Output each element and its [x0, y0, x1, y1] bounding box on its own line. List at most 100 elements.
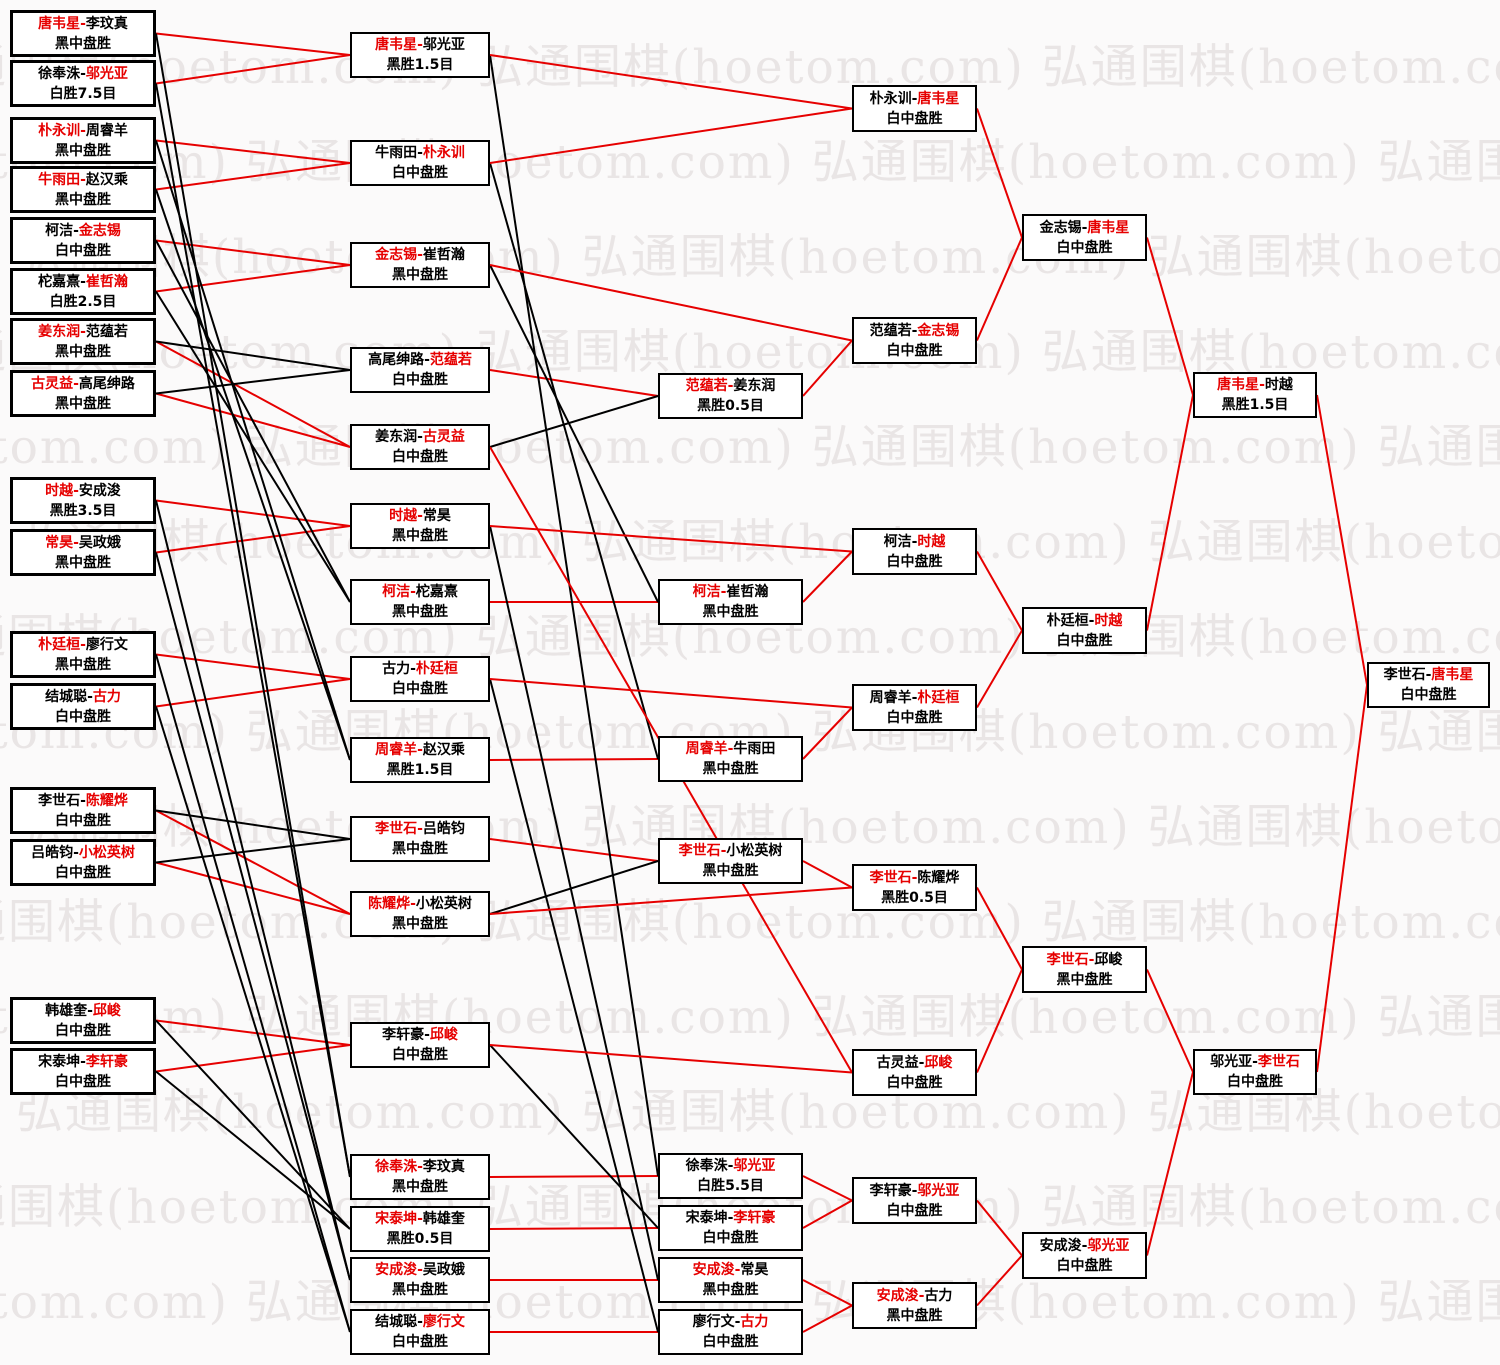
match-players: 唐韦星-李玟真: [38, 14, 128, 34]
vs-dash: -: [417, 429, 423, 445]
match-result: 白中盘胜: [55, 1022, 111, 1039]
match-result: 白中盘胜: [1056, 1257, 1113, 1274]
bracket-line-B11-C4-loser: [489, 860, 659, 915]
match-players: 柁嘉熹-崔哲瀚: [38, 272, 128, 292]
bracket-line-F2-G1-winner: [1316, 684, 1368, 1073]
match-box-A10: 常昊-吴政娥 黑中盘胜: [10, 529, 156, 576]
vs-dash: -: [424, 1027, 430, 1043]
match-box-D4: 周睿羊-朴廷桓 白中盘胜: [852, 684, 977, 731]
bracket-line-A4-B2-winner: [155, 162, 351, 191]
player1-name: 徐奉洙: [375, 1159, 418, 1175]
bracket-line-A15-B12-winner: [155, 1019, 351, 1046]
vs-dash: -: [417, 37, 423, 53]
bracket-line-B11-D5-winner: [489, 886, 853, 915]
player1-name: 李世石: [869, 869, 912, 886]
player1-name: 韩雄奎: [45, 1002, 88, 1019]
bracket-line-B1-C5-loser: [489, 54, 659, 1177]
match-players: 李世石-小松英树: [679, 841, 783, 861]
vs-dash: -: [80, 171, 86, 188]
bracket-line-E2-F1-winner: [1146, 394, 1194, 631]
bracket-line-B2-D1-winner: [489, 107, 853, 164]
vs-dash: -: [720, 584, 727, 600]
watermark-text: 弘通围棋(hoetom.com) 弘通围棋(hoetom.com) 弘通围棋(h…: [0, 40, 1500, 95]
vs-dash: -: [417, 247, 423, 263]
player1-name: 柯洁: [382, 584, 411, 600]
watermark-text: 弘通围棋(hoetom.com) 弘通围棋(hoetom.com) 弘通围棋(h…: [0, 515, 1500, 570]
match-players: 范蕴若-姜东润: [686, 376, 776, 396]
player2-name: 高尾绅路: [78, 375, 135, 392]
vs-dash: -: [80, 122, 86, 139]
player1-name: 周睿羊: [685, 741, 728, 757]
player1-name: 范蕴若: [869, 322, 912, 339]
vs-dash: -: [73, 534, 79, 551]
match-players: 安成浚-常昊: [693, 1260, 769, 1280]
vs-dash: -: [1081, 1237, 1088, 1254]
vs-dash: -: [417, 145, 423, 161]
player1-name: 古灵益: [31, 375, 74, 392]
match-players: 高尾绅路-范蕴若: [368, 350, 472, 370]
bracket-line-A1-B13-loser: [155, 33, 351, 1178]
bracket-line-A10-B15-loser: [155, 552, 351, 1281]
match-box-A4: 牛雨田-赵汉乘 黑中盘胜: [10, 166, 156, 213]
match-result: 白中盘胜: [392, 372, 448, 388]
match-box-D3: 柯洁-时越 白中盘胜: [852, 528, 977, 575]
player1-name: 唐韦星: [375, 37, 418, 53]
bracket-line-A5-B7-loser: [155, 240, 351, 603]
player1-name: 常昊: [45, 534, 74, 551]
player1-name: 徐奉洙: [685, 1158, 728, 1174]
match-box-A16: 宋泰坤-李轩豪 白中盘胜: [10, 1048, 156, 1095]
match-result: 白中盘胜: [392, 1334, 448, 1350]
player2-name: 金志锡: [917, 322, 960, 339]
player1-name: 宋泰坤: [375, 1211, 418, 1227]
bracket-line-B2-C3-loser: [489, 162, 659, 760]
player2-name: 安成浚: [78, 482, 121, 499]
match-box-B5: 姜东润-古灵益 白中盘胜: [350, 424, 490, 470]
player2-name: 朴廷桓: [917, 689, 960, 706]
bracket-line-A3-B9-loser: [155, 140, 351, 761]
player1-name: 古力: [382, 661, 411, 677]
player2-name: 李轩豪: [85, 1053, 128, 1070]
match-result: 黑胜0.5目: [386, 1231, 454, 1247]
bracket-line-B3-D2-winner: [489, 264, 853, 342]
player2-name: 崔哲瀚: [422, 247, 465, 263]
match-box-F1: 唐韦星-时越 黑胜1.5目: [1193, 372, 1317, 418]
match-box-C8: 廖行文-古力 白中盘胜: [658, 1309, 803, 1355]
bracket-line-A12-B16-loser: [155, 706, 351, 1333]
vs-dash: -: [417, 1159, 423, 1175]
bracket-line-A16-B14-loser: [155, 1070, 351, 1230]
vs-dash: -: [80, 15, 86, 32]
vs-dash: -: [1088, 612, 1095, 629]
vs-dash: -: [87, 1002, 93, 1019]
player1-name: 徐奉洙: [38, 65, 81, 82]
match-box-D2: 范蕴若-金志锡 白中盘胜: [852, 317, 977, 364]
bracket-line-A3-B2-winner: [155, 139, 351, 164]
player2-name: 姜东润: [733, 378, 776, 394]
bracket-line-D8-E4-winner: [976, 1254, 1023, 1307]
match-box-A15: 韩雄奎-邱峻 白中盘胜: [10, 997, 156, 1044]
player1-name: 李世石: [38, 792, 81, 809]
bracket-line-E3-F2-winner: [1146, 969, 1194, 1073]
watermark-text: 弘通围棋(hoetom.com) 弘通围棋(hoetom.com) 弘通围棋(h…: [0, 230, 1500, 285]
bracket-line-C4-D5-winner: [802, 860, 853, 889]
match-players: 朴永训-唐韦星: [870, 89, 960, 109]
bracket-line-C7-D8-winner: [802, 1279, 853, 1307]
vs-dash: -: [80, 323, 86, 340]
vs-dash: -: [424, 352, 430, 368]
player2-name: 柁嘉熹: [415, 584, 458, 600]
vs-dash: -: [918, 1287, 925, 1304]
player1-name: 牛雨田: [38, 171, 81, 188]
player1-name: 朴永训: [869, 90, 912, 107]
vs-dash: -: [911, 322, 918, 339]
match-result: 白中盘胜: [392, 165, 448, 181]
match-box-C7: 安成浚-常昊 黑中盘胜: [658, 1257, 803, 1303]
bracket-line-A11-B8-winner: [155, 653, 351, 680]
match-box-B13: 徐奉洙-李玟真 黑中盘胜: [350, 1154, 490, 1200]
player2-name: 古力: [924, 1287, 953, 1304]
match-box-D5: 李世石-陈耀烨 黑胜0.5目: [852, 864, 977, 911]
match-result: 白中盘胜: [1056, 239, 1113, 256]
match-result: 白中盘胜: [886, 709, 943, 726]
player2-name: 吴政娥: [422, 1262, 465, 1278]
bracket-line-A16-B12-winner: [155, 1044, 351, 1073]
match-result: 白胜2.5目: [49, 293, 117, 310]
bracket-line-A8-B4-loser: [155, 369, 351, 395]
